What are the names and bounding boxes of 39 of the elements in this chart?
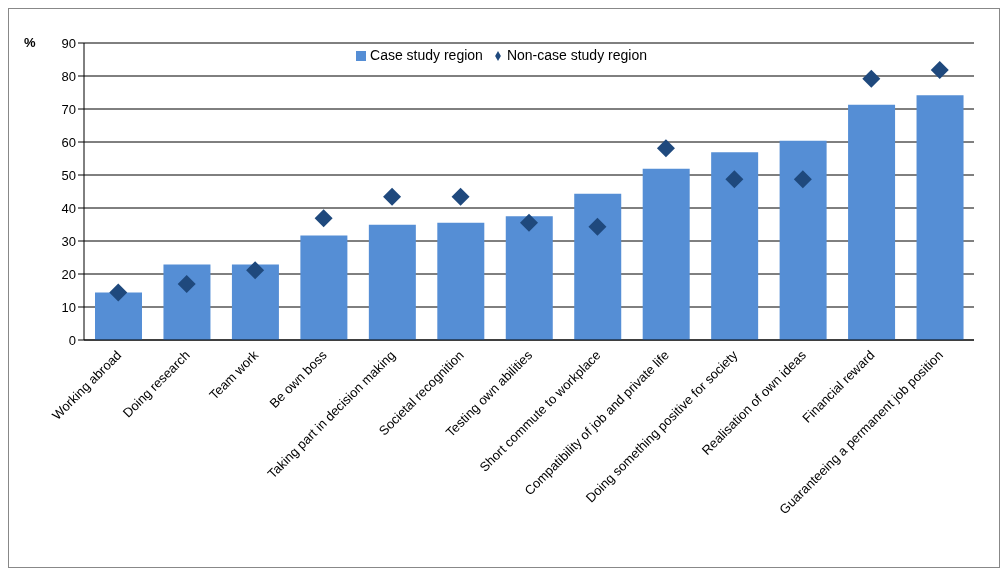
bar	[779, 140, 827, 340]
bar	[642, 168, 690, 340]
point	[656, 139, 675, 158]
bar	[437, 222, 485, 340]
y-axis-title: %	[24, 35, 36, 50]
bar	[368, 224, 416, 340]
point	[930, 61, 949, 80]
bar	[505, 216, 553, 340]
y-tick-label: 60	[61, 134, 76, 150]
bar	[163, 264, 211, 340]
point	[520, 213, 538, 232]
point	[246, 261, 265, 280]
bar	[711, 152, 759, 340]
bar	[231, 264, 279, 340]
y-tick-label: 20	[61, 266, 76, 282]
bar	[848, 104, 896, 340]
y-tick-label: 30	[61, 233, 76, 249]
point	[725, 170, 744, 189]
y-tick-label: 40	[61, 200, 76, 216]
bar	[574, 193, 622, 340]
point	[314, 209, 333, 228]
bar	[95, 292, 142, 340]
y-tick-label: 80	[61, 68, 76, 84]
point	[862, 69, 881, 88]
y-tick-label: 0	[68, 332, 76, 348]
bar	[300, 235, 348, 340]
point	[383, 187, 402, 206]
point	[588, 217, 607, 236]
legend-label: Case study region	[370, 47, 483, 63]
point	[451, 187, 470, 206]
y-tick-label: 90	[61, 35, 76, 51]
point	[109, 283, 128, 302]
bar	[916, 95, 964, 340]
point	[177, 274, 196, 293]
y-tick-label: 10	[61, 299, 76, 315]
point	[793, 170, 812, 189]
y-tick-label: 50	[61, 167, 76, 183]
legend-label: Non-case study region	[506, 47, 647, 63]
y-tick-label: 70	[61, 101, 76, 117]
